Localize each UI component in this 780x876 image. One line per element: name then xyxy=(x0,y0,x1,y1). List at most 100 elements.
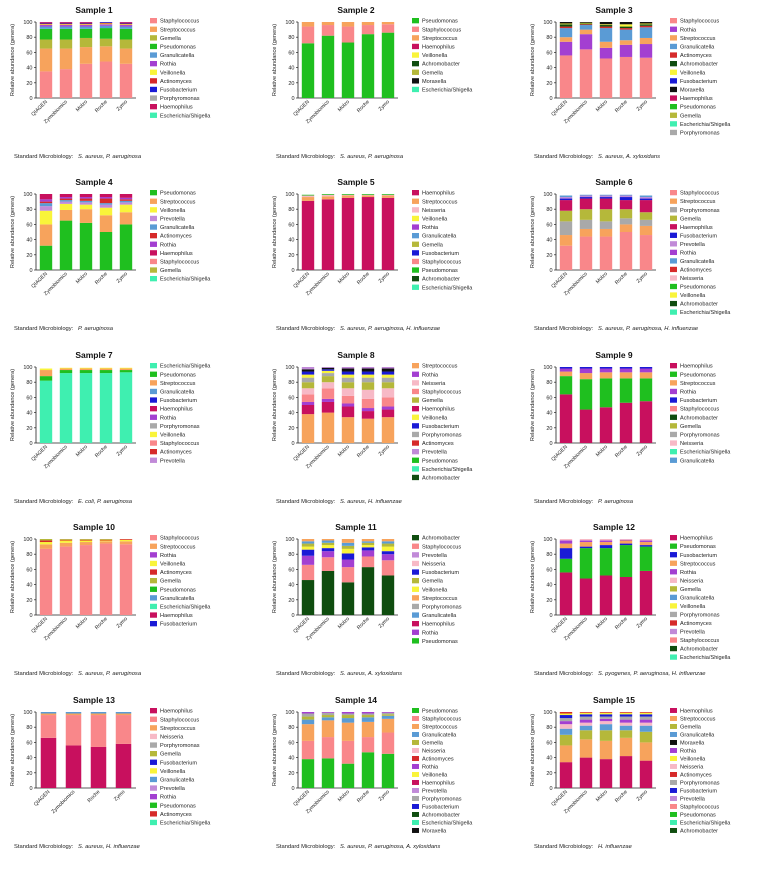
legend-label: Streptococcus xyxy=(680,381,716,387)
bar-segment-porphyromonas xyxy=(381,712,395,715)
bar-segment-actinomyces xyxy=(119,23,133,25)
bar-segment-fusobacterium xyxy=(301,371,315,375)
bar-segment-rothia xyxy=(599,540,613,543)
bar-segment-veillonella xyxy=(639,712,653,715)
legend-label: Staphylococcus xyxy=(160,260,199,266)
y-axis-label: Relative abundance (genera) xyxy=(530,714,536,786)
y-tick-label: 60 xyxy=(546,50,552,56)
bar-segment-granulicatella xyxy=(619,29,633,41)
y-tick-label: 100 xyxy=(285,365,294,371)
y-tick-label: 100 xyxy=(543,710,552,716)
bar-segment-actinomyces xyxy=(639,25,653,28)
y-tick-label: 80 xyxy=(26,552,32,558)
legend-label: Veillonella xyxy=(160,70,186,76)
legend-swatch xyxy=(412,552,419,558)
chart-title: Sample 4 xyxy=(75,177,113,187)
bar-segment-pseudomonas xyxy=(99,370,113,374)
legend-swatch xyxy=(412,535,419,541)
bar-segment-prevotella xyxy=(619,195,633,198)
bar-segment-fusobacterium xyxy=(599,197,613,199)
chart-panel-2: Sample 2 Relative abundance (genera) 0 20 40… xyxy=(272,5,473,160)
legend-swatch xyxy=(670,740,677,745)
legend-swatch xyxy=(412,371,419,377)
x-tick-label: QIAGEN xyxy=(30,616,49,635)
legend-swatch xyxy=(412,595,419,601)
caption-label: Standard Microbiology: xyxy=(14,154,74,160)
legend-label: Pseudomonas xyxy=(680,544,716,550)
y-tick-label: 0 xyxy=(29,268,32,274)
legend-swatch xyxy=(150,811,157,817)
bar-segment-pseudomonas xyxy=(341,194,355,195)
x-tick-label: Roche xyxy=(94,616,109,631)
legend-swatch xyxy=(670,828,677,833)
legend-label: Staphylococcus xyxy=(680,191,719,197)
chart-title: Sample 12 xyxy=(593,522,635,532)
legend-swatch xyxy=(670,820,677,825)
bar-segment-pseudomonas xyxy=(599,548,613,576)
legend-swatch xyxy=(150,380,157,386)
legend-swatch xyxy=(670,121,677,127)
y-tick-label: 100 xyxy=(543,537,552,543)
bar-segment-granulicatella xyxy=(39,203,53,207)
legend-swatch xyxy=(150,776,157,783)
legend-swatch xyxy=(150,86,157,93)
legend-label: Rothia xyxy=(160,415,177,421)
legend-label: Achromobacter xyxy=(422,277,460,283)
legend-swatch xyxy=(412,86,419,93)
legend-swatch xyxy=(150,207,157,213)
legend-swatch xyxy=(412,708,419,713)
bar-segment-rothia xyxy=(381,712,395,713)
legend-label: Veillonella xyxy=(422,415,448,421)
x-tick-label: Molzo xyxy=(75,444,89,458)
x-tick-label: Molzo xyxy=(75,99,89,113)
legend-swatch xyxy=(670,577,677,583)
legend-swatch xyxy=(150,276,157,282)
bar-segment-moraxella xyxy=(559,22,573,24)
legend-swatch xyxy=(670,397,677,403)
y-tick-label: 40 xyxy=(26,583,32,589)
y-tick-label: 80 xyxy=(546,725,552,731)
legend-swatch xyxy=(150,371,157,377)
bar-segment-prevotella xyxy=(59,201,73,204)
bar-segment-streptococcus xyxy=(619,40,633,45)
bar-segment-streptococcus xyxy=(381,417,395,443)
bar-segment-streptococcus xyxy=(59,542,73,547)
bar-segment-fusobacterium xyxy=(321,369,335,371)
y-axis-label: Relative abundance (genera) xyxy=(272,24,278,96)
bar-segment-prevotella xyxy=(341,367,355,369)
chart-title: Sample 9 xyxy=(595,350,633,360)
bar-segment-streptococcus xyxy=(559,371,573,377)
bar-segment-fusobacterium xyxy=(599,545,613,549)
x-tick-label: Zymo xyxy=(636,99,649,112)
bar-segment-neisseria xyxy=(321,382,335,389)
legend-swatch xyxy=(150,250,157,256)
legend-swatch xyxy=(412,250,419,256)
bar-segment-granulicatella xyxy=(361,541,375,543)
legend-label: Granulicatella xyxy=(680,732,715,738)
caption-organisms: S. aureus, P. aeruginosa, H. influenzae xyxy=(340,326,441,332)
bar-segment-neisseria xyxy=(341,194,355,196)
bar-segment-streptococcus xyxy=(119,368,133,371)
legend-swatch xyxy=(412,18,419,24)
bar-segment-granulicatella xyxy=(59,200,73,202)
x-tick-label: Roche xyxy=(356,616,371,631)
legend-label: Fusobacterium xyxy=(160,88,197,94)
legend-swatch xyxy=(670,594,677,601)
x-tick-label: Zymo xyxy=(378,271,391,284)
caption-label: Standard Microbiology: xyxy=(14,499,74,505)
legend-swatch xyxy=(670,406,677,412)
legend-label: Prevotella xyxy=(160,217,186,223)
caption-organisms: S. aureus, P. aeruginosa xyxy=(78,671,142,677)
bar-segment-staphylococcus xyxy=(119,544,133,615)
legend-label: Porphyromonas xyxy=(422,796,462,802)
legend-label: Porphyromonas xyxy=(160,424,200,430)
bar-segment-gemella xyxy=(579,209,593,220)
bar-segment-haemophilus xyxy=(361,411,375,419)
legend-swatch xyxy=(670,241,677,247)
x-tick-label: Molzo xyxy=(337,616,351,630)
bar-segment-staphylococcus xyxy=(65,715,82,746)
y-tick-label: 40 xyxy=(546,411,552,417)
caption-organisms: H. influenzae xyxy=(598,844,633,850)
bar-segment-haemophilus xyxy=(59,22,73,23)
bar-segment-veillonella xyxy=(301,374,315,378)
